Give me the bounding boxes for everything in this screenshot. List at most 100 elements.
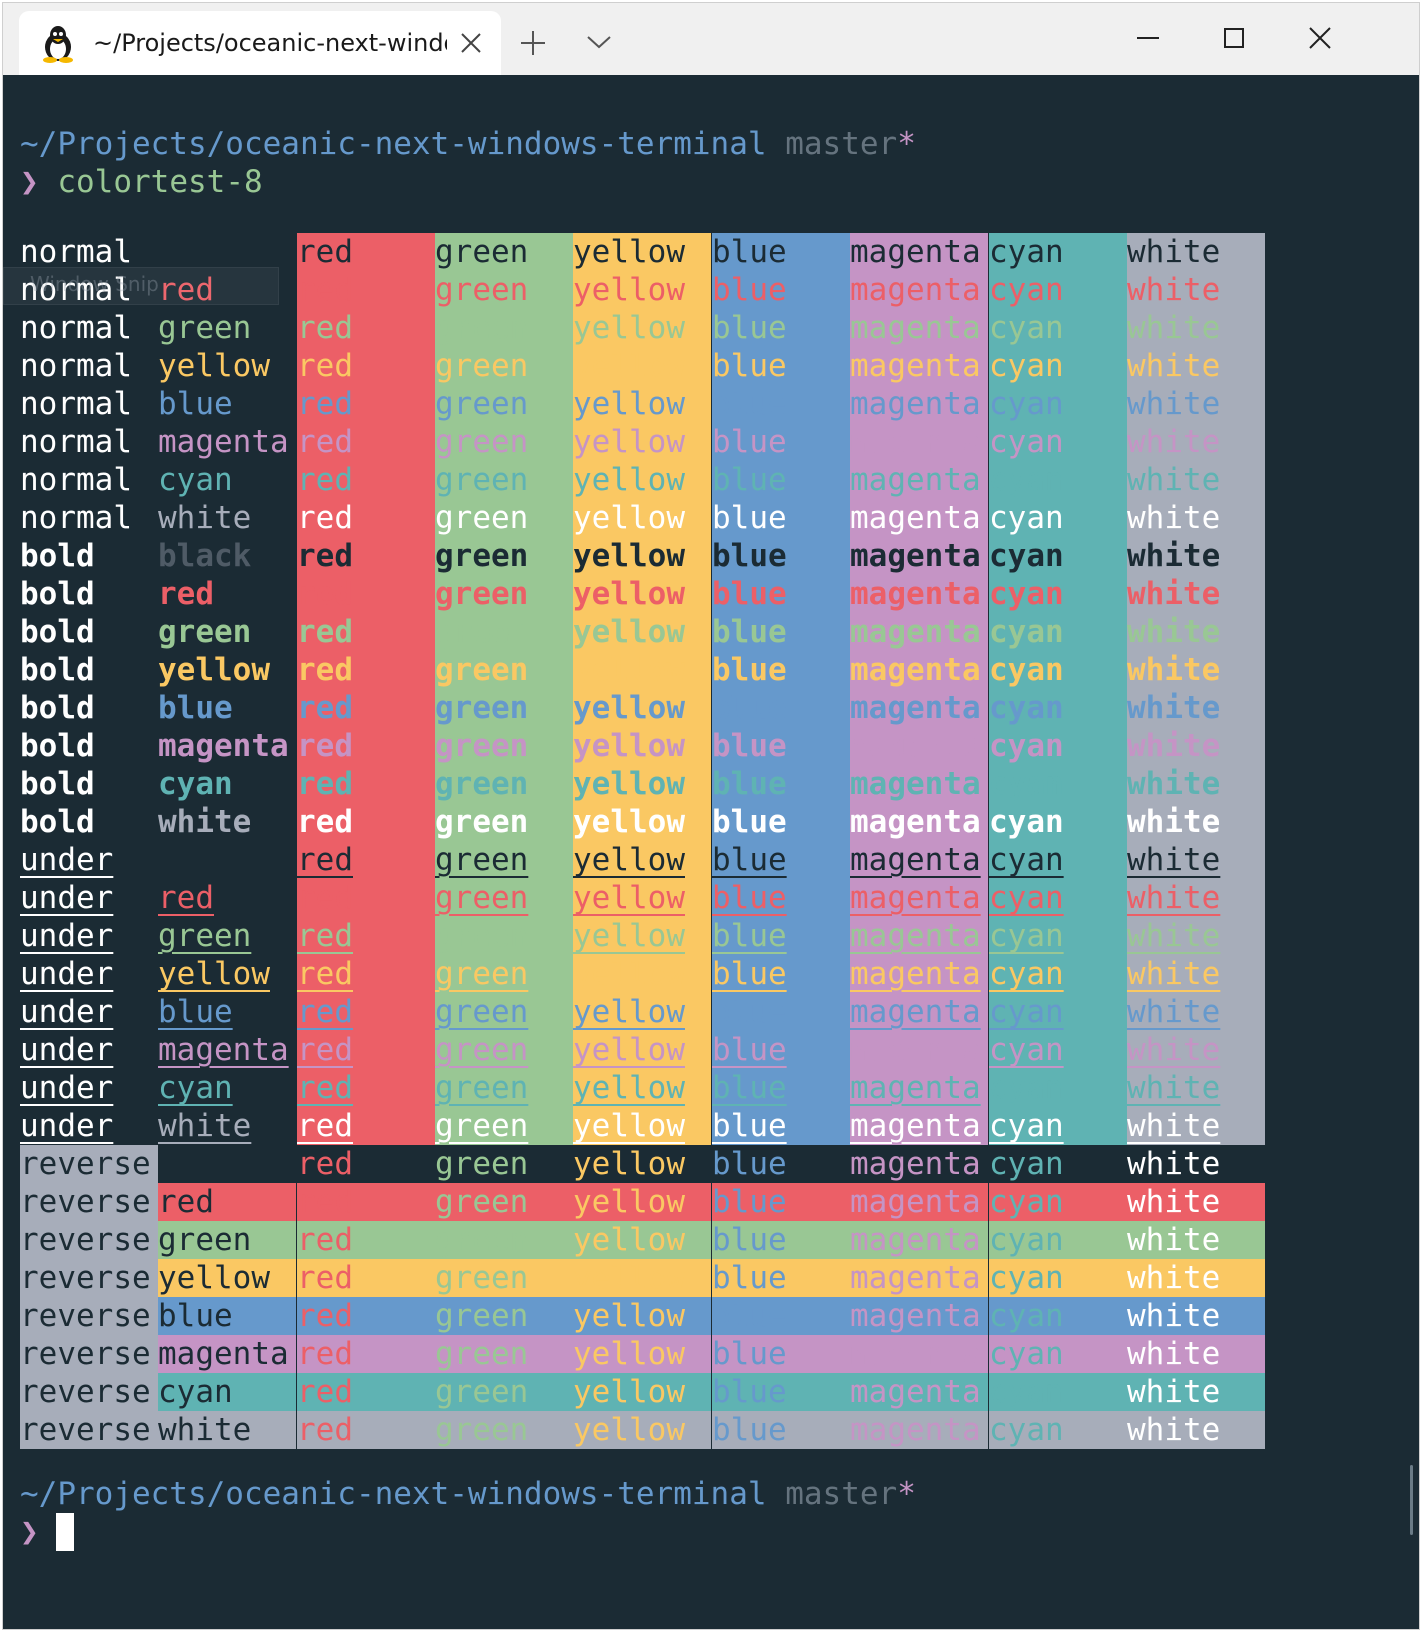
color-sample-cell: green — [435, 1031, 573, 1069]
style-label-cell: under — [20, 880, 114, 916]
foreground-label-cell: red — [158, 1183, 296, 1221]
foreground-label-cell: magenta — [158, 424, 289, 460]
color-sample-cell: blue — [712, 1411, 850, 1449]
color-sample-cell: blue — [712, 727, 850, 765]
color-sample-cell: white — [1127, 499, 1265, 537]
color-sample-cell: white — [1127, 1411, 1265, 1449]
color-sample-cell: magenta — [850, 1031, 988, 1069]
color-sample-cell: red — [297, 841, 435, 879]
color-sample-cell: red — [297, 993, 435, 1031]
color-sample-cell: magenta — [850, 651, 988, 689]
foreground-label-cell: yellow — [158, 956, 270, 992]
color-sample-cell: green — [435, 727, 573, 765]
table-row: normal blue red green yellow blue magenta cyan w… — [20, 385, 1317, 423]
table-row: reverse yellow red green yellow blue magenta cy… — [20, 1259, 1317, 1297]
prompt-symbol: ❯ — [20, 164, 39, 200]
input-line[interactable]: ❯ — [20, 1513, 39, 1551]
foreground-label-cell: cyan — [158, 1373, 296, 1411]
color-sample-cell: red — [297, 1221, 435, 1259]
foreground-label-cell: cyan — [158, 1070, 233, 1106]
style-label-cell: normal — [20, 234, 132, 270]
color-sample-cell: magenta — [850, 765, 988, 803]
color-sample-cell: green — [435, 917, 573, 955]
style-label-cell: reverse — [20, 1259, 158, 1297]
table-row: under red red green yellow blue magenta cyan whi… — [20, 879, 1317, 917]
color-sample-cell: magenta — [850, 955, 988, 993]
color-sample-cell: magenta — [850, 461, 988, 499]
color-sample-cell: yellow — [573, 651, 711, 689]
color-sample-cell: yellow — [573, 1373, 711, 1411]
color-sample-cell: magenta — [850, 309, 988, 347]
color-sample-cell: yellow — [573, 271, 711, 309]
close-tab-icon[interactable] — [459, 31, 483, 55]
color-sample-cell: white — [1127, 1107, 1265, 1145]
color-sample-cell: red — [297, 1335, 435, 1373]
color-sample-cell: blue — [712, 423, 850, 461]
table-row: reverse white red green yellow blue magenta cya… — [20, 1411, 1317, 1449]
color-sample-cell: white — [1127, 309, 1265, 347]
foreground-label-cell: cyan — [158, 462, 233, 498]
color-sample-cell: blue — [712, 765, 850, 803]
color-sample-cell: cyan — [989, 1259, 1127, 1297]
plus-icon[interactable] — [519, 29, 547, 57]
maximize-icon[interactable] — [1219, 23, 1249, 53]
color-sample-cell: cyan — [989, 423, 1127, 461]
color-sample-cell: magenta — [850, 1335, 988, 1373]
color-sample-cell: cyan — [989, 689, 1127, 727]
style-label-cell: normal — [20, 272, 132, 308]
color-sample-cell: red — [297, 1069, 435, 1107]
git-branch: master — [785, 1476, 898, 1512]
color-sample-cell: red — [297, 461, 435, 499]
color-sample-cell: white — [1127, 575, 1265, 613]
style-label-cell: normal — [20, 348, 132, 384]
color-sample-cell: red — [297, 233, 435, 271]
color-sample-cell: blue — [712, 347, 850, 385]
color-sample-cell: magenta — [850, 1183, 988, 1221]
color-sample-cell: white — [1127, 385, 1265, 423]
color-sample-cell: cyan — [989, 233, 1127, 271]
color-sample-cell: red — [297, 1297, 435, 1335]
color-sample-cell: green — [435, 1221, 573, 1259]
color-sample-cell: yellow — [573, 499, 711, 537]
color-sample-cell: blue — [712, 803, 850, 841]
table-row: reverse cyan red green yellow blue magenta cyan… — [20, 1373, 1317, 1411]
color-sample-cell: blue — [712, 1145, 850, 1183]
scrollbar[interactable] — [1410, 1465, 1413, 1535]
color-sample-cell: yellow — [573, 803, 711, 841]
foreground-label-cell: black — [158, 538, 252, 574]
terminal-content[interactable]: ~/Projects/oceanic-next-windows-terminal… — [3, 75, 1419, 1629]
git-dirty-marker: * — [897, 1476, 916, 1512]
color-sample-cell: blue — [712, 537, 850, 575]
color-sample-cell: blue — [712, 917, 850, 955]
color-sample-cell: yellow — [573, 1183, 711, 1221]
style-label-cell: under — [20, 956, 114, 992]
color-sample-cell: cyan — [989, 347, 1127, 385]
minimize-icon[interactable] — [1133, 23, 1163, 53]
color-sample-cell: magenta — [850, 385, 988, 423]
color-sample-cell: cyan — [989, 1183, 1127, 1221]
terminal-tab[interactable]: ~/Projects/oceanic-next-window — [19, 11, 501, 75]
color-sample-cell: green — [435, 423, 573, 461]
table-row: normal white red green yellow blue magenta cyan… — [20, 499, 1317, 537]
color-sample-cell: cyan — [989, 537, 1127, 575]
table-row: reverse green red green yellow blue magenta cya… — [20, 1221, 1317, 1259]
color-sample-cell: white — [1127, 689, 1265, 727]
color-sample-cell: red — [297, 1145, 435, 1183]
color-sample-cell: red — [297, 347, 435, 385]
color-sample-cell: white — [1127, 233, 1265, 271]
color-sample-cell: magenta — [850, 689, 988, 727]
close-window-icon[interactable] — [1305, 23, 1335, 53]
color-sample-cell: magenta — [850, 841, 988, 879]
color-sample-cell: yellow — [573, 537, 711, 575]
foreground-label-cell: yellow — [158, 348, 270, 384]
prompt-path: ~/Projects/oceanic-next-windows-terminal — [20, 1476, 767, 1512]
color-sample-cell: blue — [712, 879, 850, 917]
chevron-down-icon[interactable] — [585, 33, 613, 51]
color-sample-cell: white — [1127, 1335, 1265, 1373]
color-sample-cell: green — [435, 347, 573, 385]
prompt-path: ~/Projects/oceanic-next-windows-terminal — [20, 126, 767, 162]
color-sample-cell: cyan — [989, 1145, 1127, 1183]
style-label-cell: reverse — [20, 1297, 158, 1335]
style-label-cell: under — [20, 842, 114, 878]
